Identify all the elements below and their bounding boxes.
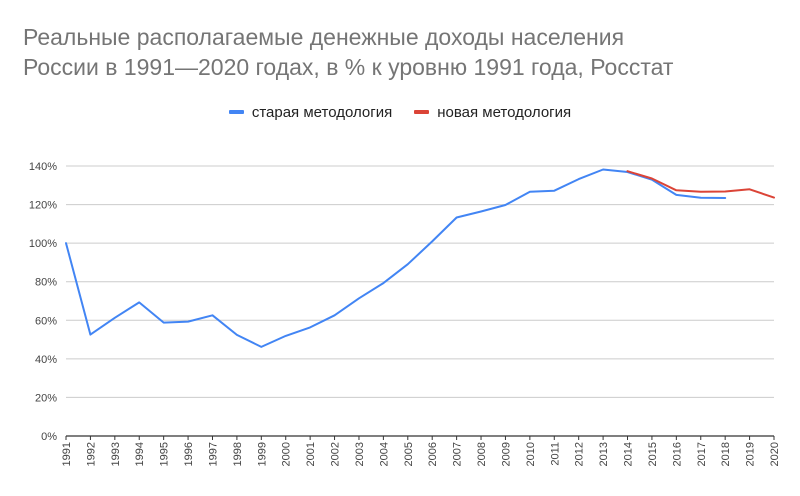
x-tick-label: 2014 <box>623 442 635 466</box>
x-tick-label: 2017 <box>696 442 708 466</box>
legend-item-new-methodology: новая методология <box>414 104 571 121</box>
x-tick-label: 1996 <box>183 442 195 466</box>
x-tick-label: 2001 <box>305 442 317 466</box>
x-tick-label: 2012 <box>574 442 586 466</box>
x-tick-label: 2006 <box>427 442 439 466</box>
x-tick-label: 2007 <box>452 442 464 466</box>
x-tick-label: 2010 <box>525 442 537 466</box>
x-tick-label: 2018 <box>720 442 732 466</box>
x-tick-label: 2015 <box>647 442 659 466</box>
x-tick-label: 2020 <box>769 442 781 466</box>
x-tick-label: 1992 <box>85 442 97 466</box>
legend-swatch-new-methodology <box>414 110 430 114</box>
x-tick-label: 2003 <box>354 442 366 466</box>
x-tick-label: 1997 <box>207 442 219 466</box>
y-tick-label: 120% <box>29 200 57 212</box>
chart-title-line-1: Реальные располагаемые денежные доходы н… <box>23 24 625 50</box>
x-tick-label: 1991 <box>61 442 73 466</box>
x-tick-label: 2011 <box>549 442 561 466</box>
chart-legend: старая методология новая методология <box>0 101 800 123</box>
y-tick-label: 100% <box>29 238 57 250</box>
y-tick-label: 60% <box>35 315 57 327</box>
legend-label-new-methodology: новая методология <box>437 103 572 121</box>
chart-title-line-2: России в 1991—2020 годах, в % к уровню 1… <box>23 54 674 80</box>
x-tick-label: 2002 <box>330 442 342 466</box>
y-tick-label: 40% <box>35 354 57 366</box>
x-tick-label: 2000 <box>281 442 293 466</box>
x-tick-label: 1999 <box>256 442 268 466</box>
x-tick-label: 2005 <box>403 442 415 466</box>
x-tick-label: 2016 <box>671 442 683 466</box>
x-tick-label: 1998 <box>232 442 244 466</box>
legend-label-old-methodology: старая методология <box>251 103 393 121</box>
x-tick-label: 2008 <box>476 442 488 466</box>
x-tick-label: 2009 <box>500 442 512 466</box>
x-tick-label: 1995 <box>159 442 171 466</box>
legend-item-old-methodology: старая методология <box>228 103 393 121</box>
y-tick-label: 80% <box>35 277 57 289</box>
legend-swatch-old-methodology <box>228 110 244 114</box>
x-tick-label: 2004 <box>378 442 390 466</box>
series-line-old-methodology <box>65 168 727 348</box>
y-tick-label: 0% <box>41 431 57 443</box>
x-tick-label: 2013 <box>598 442 610 466</box>
x-tick-label: 2019 <box>745 442 757 466</box>
y-tick-label: 140% <box>29 161 57 173</box>
y-tick-label: 20% <box>35 392 57 404</box>
chart-title: Реальные располагаемые денежные доходы н… <box>23 22 783 82</box>
x-tick-label: 1994 <box>134 442 146 466</box>
series-line-new-methodology <box>626 170 775 199</box>
x-tick-label: 1993 <box>110 442 122 466</box>
